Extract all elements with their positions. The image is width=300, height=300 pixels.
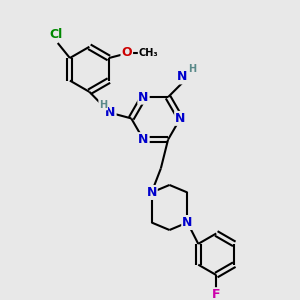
Text: Cl: Cl xyxy=(50,28,63,41)
Text: F: F xyxy=(212,288,220,300)
Text: H: H xyxy=(188,64,196,74)
Text: O: O xyxy=(122,46,132,59)
Text: N: N xyxy=(146,186,157,199)
Text: N: N xyxy=(105,106,116,119)
Text: H: H xyxy=(99,100,107,110)
Text: N: N xyxy=(138,133,149,146)
Text: N: N xyxy=(182,216,193,229)
Text: N: N xyxy=(175,112,185,125)
Text: N: N xyxy=(177,70,188,83)
Text: CH₃: CH₃ xyxy=(139,48,158,58)
Text: N: N xyxy=(138,91,149,103)
